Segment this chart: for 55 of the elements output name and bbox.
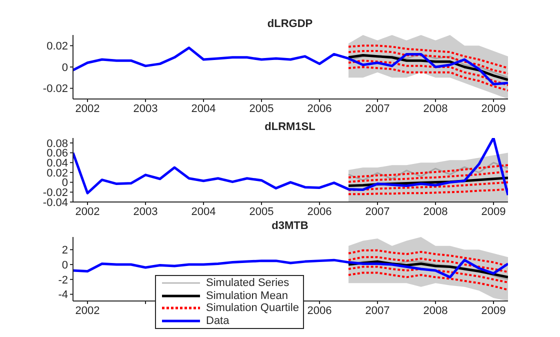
- x-tick-label: 2003: [133, 102, 158, 115]
- y-tick-label: 0.04: [46, 158, 68, 170]
- y-tick-label: 0.06: [46, 148, 68, 160]
- x-tick-label: 2002: [75, 206, 100, 218]
- chart-title: dLRM1SL: [264, 121, 316, 133]
- x-tick-label: 2008: [423, 206, 448, 218]
- line-series: [348, 249, 508, 268]
- chart-title: dLRGDP: [267, 18, 313, 30]
- line-series: [73, 258, 508, 278]
- line-series: [348, 256, 508, 273]
- y-tick-label: 0.08: [46, 138, 68, 150]
- x-tick-label: 2004: [191, 206, 216, 218]
- y-tick-label: -4: [58, 289, 68, 302]
- x-tick-label: 2009: [481, 304, 506, 317]
- line-series: [73, 138, 508, 196]
- x-tick-label: 2006: [307, 304, 332, 317]
- x-tick-label: 2002: [75, 102, 100, 115]
- line-series: [348, 66, 508, 92]
- line-series: [348, 170, 508, 183]
- legend-label: Simulated Series: [206, 277, 290, 290]
- x-tick-label: 2008: [423, 102, 448, 115]
- legend-label: Simulation Mean: [206, 290, 288, 302]
- x-tick-label: 2004: [191, 102, 216, 115]
- y-tick-label: -0.02: [42, 187, 68, 200]
- legend-label: Data: [206, 314, 230, 327]
- x-tick-label: 2007: [365, 102, 390, 115]
- x-tick-label: 2008: [423, 304, 448, 317]
- x-tick-label: 2002: [75, 304, 100, 317]
- x-tick-label: 2007: [365, 304, 390, 317]
- x-tick-label: 2005: [249, 206, 274, 218]
- y-tick-label: 0.02: [46, 167, 68, 180]
- y-tick-label: -2: [58, 274, 68, 286]
- legend-label: Simulation Quartile: [206, 302, 299, 314]
- x-tick-label: 2006: [307, 206, 332, 218]
- line-series: [73, 46, 508, 86]
- y-tick-label: -0.04: [42, 196, 68, 209]
- line-series: [348, 181, 508, 192]
- line-series: [348, 44, 508, 70]
- y-tick-label: 0: [62, 259, 68, 272]
- x-tick-label: 2006: [307, 102, 332, 115]
- x-tick-label: 2009: [481, 102, 506, 115]
- y-tick-label: 0: [62, 62, 68, 74]
- y-tick-label: 0: [62, 177, 68, 190]
- x-tick-label: 2009: [481, 206, 506, 218]
- line-series: [348, 272, 508, 291]
- line-series: [348, 266, 508, 284]
- x-tick-label: 2005: [249, 102, 274, 115]
- x-tick-label: 2003: [133, 206, 158, 218]
- chart-title: d3MTB: [272, 220, 308, 232]
- y-tick-label: 0.02: [46, 40, 68, 53]
- y-tick-label: -0.02: [42, 83, 68, 96]
- line-series: [348, 50, 508, 74]
- y-tick-label: 2: [62, 244, 68, 257]
- x-tick-label: 2007: [365, 206, 390, 218]
- line-series: [348, 60, 508, 86]
